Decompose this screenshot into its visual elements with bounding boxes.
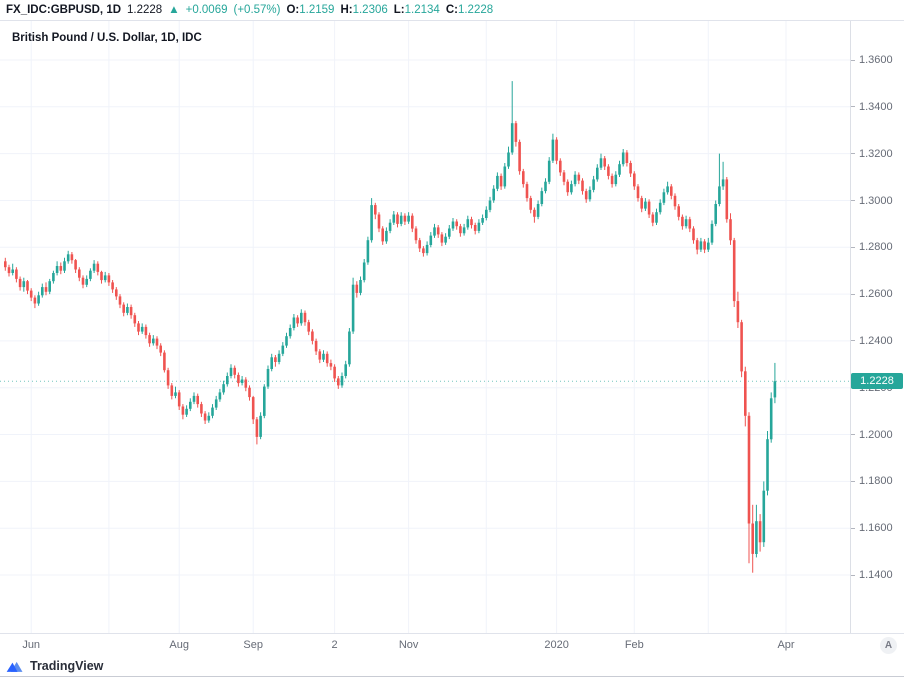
price-axis-label: 1.3000 — [851, 194, 904, 207]
symbol-info-bar: FX_IDC:GBPUSD, 1D 1.2228 ▲ +0.0069 (+0.5… — [0, 0, 904, 21]
time-axis-label: Jun — [22, 639, 41, 651]
close-label: C: — [445, 4, 458, 16]
close-value: C:1.2228 — [446, 4, 493, 16]
price-axis-label: 1.2000 — [851, 428, 904, 441]
high-price: 1.2306 — [352, 4, 388, 16]
change-percent: (+0.57%) — [233, 4, 281, 16]
price-axis[interactable]: 1.2228 1.3600 1.3400 1.3200 1.3000 1.2800 1.2… — [850, 21, 904, 656]
tradingview-attribution[interactable]: TradingView — [0, 656, 904, 677]
low-label: L: — [393, 4, 405, 16]
time-axis[interactable]: A Jun Aug Sep 2 Nov 2020 Feb Apr — [0, 633, 904, 656]
last-price: 1.2228 — [127, 4, 163, 16]
price-axis-label: 1.3600 — [851, 54, 904, 67]
change-absolute: +0.0069 — [185, 4, 228, 16]
price-axis-label: 1.2600 — [851, 288, 904, 301]
time-axis-label: Nov — [398, 639, 419, 651]
time-axis-label: Sep — [243, 639, 263, 651]
price-axis-label: 1.3400 — [851, 100, 904, 113]
low-value: L:1.2134 — [394, 4, 440, 16]
tradingview-logo-text: TradingView — [30, 659, 104, 673]
low-price: 1.2134 — [404, 4, 440, 16]
price-axis-label: 1.1600 — [851, 522, 904, 535]
time-axis-label: 2 — [331, 639, 338, 651]
open-price: 1.2159 — [299, 4, 335, 16]
close-price: 1.2228 — [457, 4, 494, 16]
last-price-badge: 1.2228 — [851, 373, 903, 390]
high-value: H:1.2306 — [340, 4, 387, 16]
open-value: O:1.2159 — [286, 4, 334, 16]
auto-scale-button[interactable]: A — [880, 637, 897, 654]
change-arrow-icon: ▲ — [168, 4, 180, 16]
price-axis-label: 1.2800 — [851, 241, 904, 254]
price-axis-label: 1.1400 — [851, 569, 904, 582]
chart-legend-title[interactable]: British Pound / U.S. Dollar, 1D, IDC — [12, 32, 202, 44]
high-label: H: — [340, 4, 353, 16]
tradingview-logo-icon — [6, 661, 23, 672]
open-label: O: — [286, 4, 300, 16]
time-axis-label: Apr — [777, 639, 795, 651]
symbol-name[interactable]: FX_IDC:GBPUSD, 1D — [6, 4, 122, 16]
price-axis-label: 1.3200 — [851, 147, 904, 160]
chart-canvas[interactable] — [0, 21, 850, 633]
price-axis-label: 1.1800 — [851, 475, 904, 488]
time-axis-label: Aug — [169, 639, 189, 651]
time-axis-label: 2020 — [544, 639, 569, 651]
price-axis-label: 1.2400 — [851, 334, 904, 347]
time-axis-label: Feb — [624, 639, 644, 651]
